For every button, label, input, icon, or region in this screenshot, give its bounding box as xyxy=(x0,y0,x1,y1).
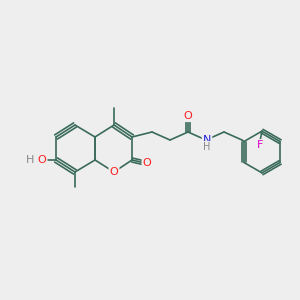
Text: O: O xyxy=(38,155,46,165)
Text: F: F xyxy=(257,140,263,150)
Text: O: O xyxy=(184,111,192,121)
Text: H: H xyxy=(203,142,211,152)
Text: O: O xyxy=(110,167,118,177)
Text: H: H xyxy=(26,155,34,165)
Text: O: O xyxy=(142,158,152,168)
Text: N: N xyxy=(203,135,211,145)
